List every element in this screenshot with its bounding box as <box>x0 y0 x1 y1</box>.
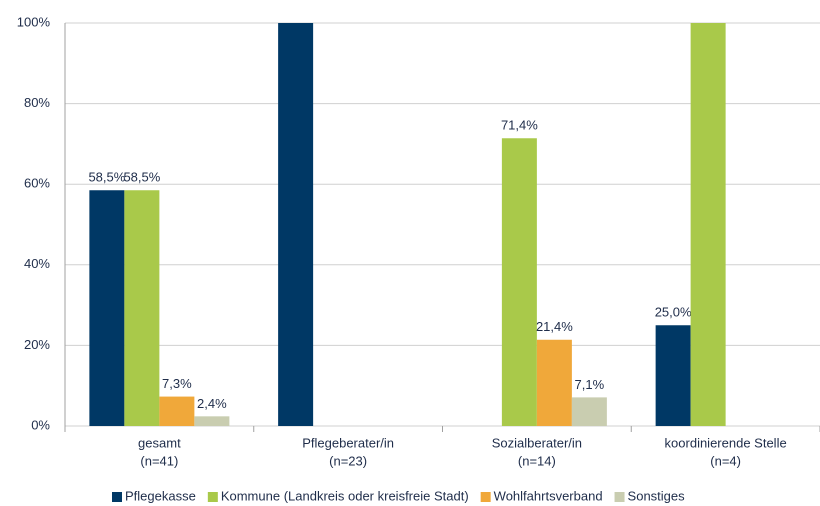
value-label: 58,5% <box>88 170 125 185</box>
legend-label: Sonstiges <box>628 488 686 503</box>
y-tick-label: 0% <box>31 417 50 432</box>
bar <box>194 416 230 426</box>
y-tick-label: 60% <box>24 176 50 191</box>
x-tick-label: (n=14) <box>518 453 556 468</box>
x-tick-label: gesamt <box>138 435 181 450</box>
value-label: 25,0% <box>655 305 692 320</box>
value-label: 58,5% <box>123 170 160 185</box>
value-label: 71,4% <box>501 118 538 133</box>
x-tick-label: (n=4) <box>710 453 741 468</box>
legend-label: Wohlfahrtsverband <box>494 488 603 503</box>
x-tick-label: Sozialberater/in <box>492 435 582 450</box>
bar <box>571 397 607 426</box>
y-tick-label: 80% <box>24 95 50 110</box>
x-tick-label: (n=41) <box>140 453 178 468</box>
x-tick-label: koordinierende Stelle <box>665 435 787 450</box>
bar <box>124 190 160 426</box>
legend-label: Kommune (Landkreis oder kreisfreie Stadt… <box>221 488 469 503</box>
bar <box>655 325 691 426</box>
y-tick-label: 20% <box>24 337 50 352</box>
value-label: 2,4% <box>197 396 227 411</box>
legend-swatch <box>614 492 625 502</box>
y-tick-label: 100% <box>17 14 51 29</box>
legend-swatch <box>207 492 218 502</box>
bar <box>159 396 195 426</box>
value-label: 7,1% <box>575 377 605 392</box>
legend-swatch <box>112 492 122 502</box>
bar <box>690 23 726 426</box>
bar <box>501 138 537 426</box>
bar <box>89 190 125 426</box>
value-label: 7,3% <box>162 376 192 391</box>
bar <box>536 339 572 426</box>
y-tick-label: 40% <box>24 256 50 271</box>
x-tick-label: Pflegeberater/in <box>302 435 394 450</box>
x-tick-label: (n=23) <box>329 453 367 468</box>
legend-label: Pflegekasse <box>125 488 196 503</box>
value-label: 21,4% <box>536 319 573 334</box>
legend-swatch <box>480 492 491 502</box>
bar <box>278 23 314 426</box>
